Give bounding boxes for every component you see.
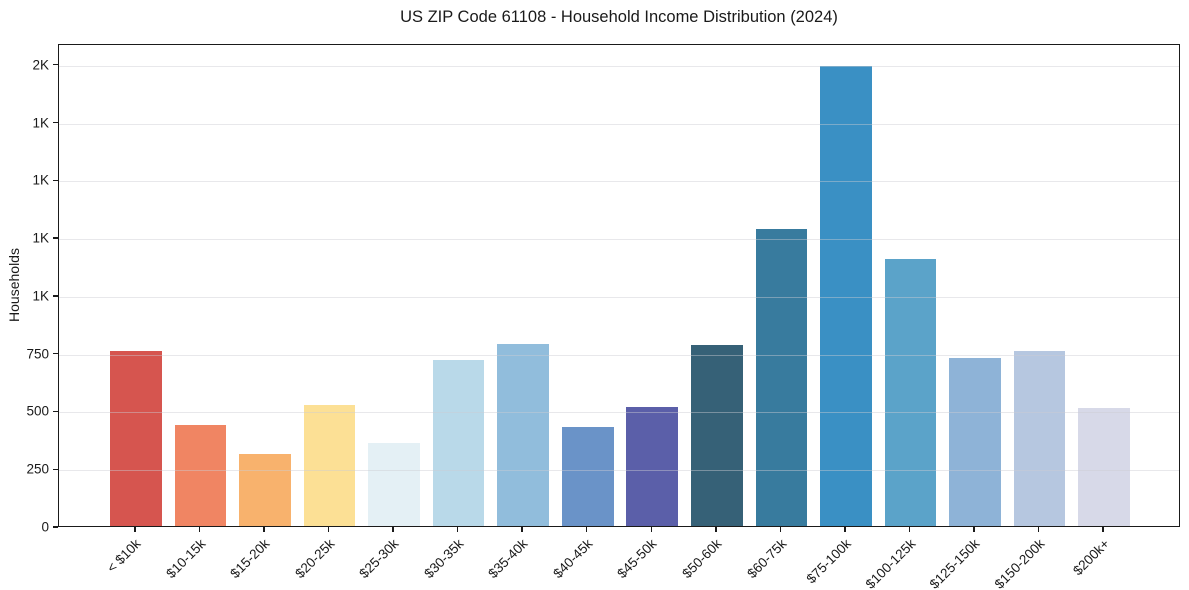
x-tick-mark <box>715 527 717 532</box>
x-tick-label: $150-200k <box>991 536 1048 590</box>
x-tick-mark <box>973 527 975 532</box>
bar-11 <box>820 66 872 526</box>
y-tick-label: 1K <box>32 288 49 304</box>
gridline <box>59 470 1179 472</box>
y-tick-mark <box>53 179 58 182</box>
y-tick-mark <box>53 410 58 413</box>
x-tick-mark <box>779 527 782 532</box>
gridline <box>59 65 1179 67</box>
x-tick-label: $20-25k <box>291 536 338 582</box>
gridline <box>59 181 1179 183</box>
x-tick-mark <box>844 527 846 532</box>
bar-9 <box>691 345 743 526</box>
x-tick-label: $125-150k <box>926 536 983 590</box>
bar-3 <box>303 405 356 526</box>
y-tick-label: 0 <box>41 519 49 535</box>
y-tick-label: 750 <box>26 346 49 362</box>
x-tick-label: $45-50k <box>614 536 660 582</box>
plot-area <box>58 44 1180 527</box>
bar-7 <box>561 427 614 526</box>
y-tick-mark <box>53 237 58 239</box>
y-tick-label: 500 <box>26 403 49 419</box>
x-tick-label: $10-15k <box>162 536 208 582</box>
gridline <box>59 354 1179 356</box>
y-tick-label: 1K <box>32 172 49 188</box>
x-tick-label: $100-125k <box>862 536 919 590</box>
bar-0 <box>110 351 162 526</box>
x-tick-mark <box>586 527 588 532</box>
y-tick-mark <box>53 295 58 297</box>
x-tick-mark <box>263 527 265 532</box>
bar-6 <box>497 343 549 526</box>
bar-10 <box>755 229 808 526</box>
x-tick-mark <box>456 527 459 532</box>
x-tick-label: < $10k <box>103 536 144 576</box>
y-tick-label: 250 <box>26 461 49 477</box>
bar-15 <box>1078 407 1130 526</box>
bar-2 <box>239 454 291 526</box>
bar-14 <box>1013 351 1066 526</box>
x-tick-label: $60-75k <box>743 536 790 582</box>
x-tick-mark <box>392 527 394 532</box>
x-tick-mark <box>1037 527 1040 532</box>
y-tick-label: 1K <box>32 115 49 131</box>
chart-title: US ZIP Code 61108 - Household Income Dis… <box>400 8 838 26</box>
bar-1 <box>174 425 227 526</box>
x-tick-mark <box>908 527 911 532</box>
x-tick-label: $40-45k <box>550 536 596 582</box>
y-tick-mark <box>53 352 58 355</box>
bar-5 <box>432 360 485 526</box>
gridline <box>59 296 1179 298</box>
x-tick-label: $200k+ <box>1069 536 1112 579</box>
x-tick-mark <box>521 527 523 532</box>
bar-12 <box>884 259 937 526</box>
gridline <box>59 123 1179 125</box>
x-tick-label: $30-35k <box>421 536 467 582</box>
x-tick-mark <box>134 527 136 532</box>
gridline <box>59 239 1179 241</box>
x-tick-mark <box>650 527 652 532</box>
bar-8 <box>626 407 679 526</box>
x-tick-mark <box>327 527 330 532</box>
y-tick-mark <box>53 468 58 470</box>
x-tick-label: $35-40k <box>485 536 531 582</box>
x-tick-label: $25-30k <box>356 536 402 582</box>
x-tick-label: $15-20k <box>227 536 273 582</box>
x-tick-mark <box>198 527 201 532</box>
x-tick-label: $75-100k <box>803 536 854 587</box>
x-tick-mark <box>1102 527 1104 532</box>
y-tick-label: 1K <box>32 230 49 246</box>
y-tick-label: 2K <box>32 57 49 73</box>
x-tick-label: $50-60k <box>679 536 725 582</box>
bar-13 <box>949 358 1001 526</box>
y-tick-mark <box>53 526 58 528</box>
y-tick-mark <box>53 121 58 124</box>
gridline <box>59 412 1179 414</box>
y-axis-label: Households <box>6 248 22 322</box>
y-tick-mark <box>53 64 58 66</box>
bar-4 <box>368 442 420 526</box>
